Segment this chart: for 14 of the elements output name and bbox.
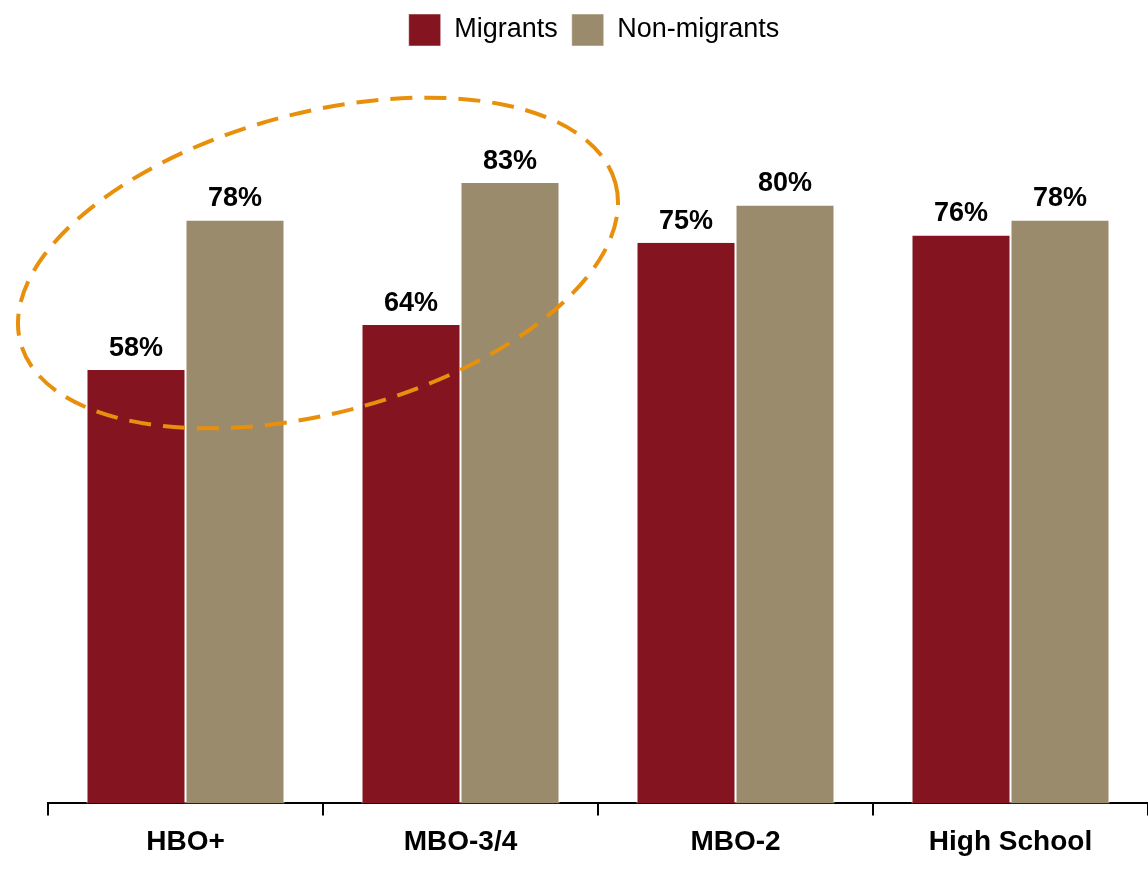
data-label: 75% bbox=[658, 204, 714, 235]
data-label: 78% bbox=[207, 182, 263, 213]
x-tick-label: High School bbox=[928, 824, 1093, 856]
x-tick-label: MBO-2 bbox=[690, 824, 781, 856]
data-label: 83% bbox=[482, 145, 538, 176]
data-label: 80% bbox=[757, 167, 813, 198]
legend-label: Migrants bbox=[454, 13, 558, 44]
x-tick-label: MBO-3/4 bbox=[403, 824, 518, 856]
x-tick-label: HBO+ bbox=[146, 824, 225, 856]
data-label: 76% bbox=[933, 197, 989, 228]
data-label: 64% bbox=[383, 287, 439, 318]
data-label: 78% bbox=[1032, 182, 1088, 213]
legend-label: Non-migrants bbox=[617, 13, 780, 44]
data-label: 58% bbox=[108, 331, 164, 362]
